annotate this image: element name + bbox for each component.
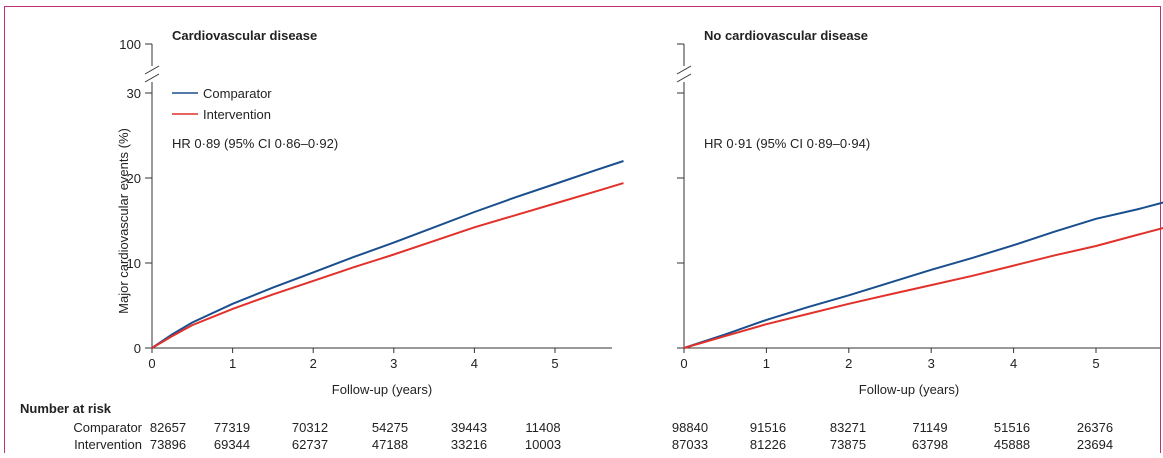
- risk-value: 69344: [214, 437, 250, 452]
- panel-no-cardiovascular-disease: No cardiovascular disease Follow-up (yea…: [677, 28, 1163, 397]
- risk-value: 83271: [830, 420, 866, 435]
- risk-value: 39443: [451, 420, 487, 435]
- x-tick-label: 1: [763, 356, 770, 371]
- risk-value: 98840: [672, 420, 708, 435]
- y-tick-label: 0: [134, 341, 141, 356]
- risk-value: 63798: [912, 437, 948, 452]
- axis-break-mark: [677, 74, 691, 82]
- axis-break-mark: [677, 66, 691, 74]
- y-tick-label-100: 100: [119, 37, 141, 52]
- risk-value: 33216: [451, 437, 487, 452]
- x-tick-label: 1: [229, 356, 236, 371]
- y-axis-label: Major cardiovascular events (%): [116, 128, 131, 314]
- risk-value: 73896: [150, 437, 186, 452]
- x-tick-label: 0: [148, 356, 155, 371]
- x-tick-label: 4: [1010, 356, 1017, 371]
- x-tick-label: 5: [1092, 356, 1099, 371]
- risk-value: 54275: [372, 420, 408, 435]
- risk-value: 51516: [994, 420, 1030, 435]
- series-line-comparator: [152, 161, 624, 348]
- hazard-ratio-annotation: HR 0·89 (95% CI 0·86–0·92): [172, 136, 338, 151]
- risk-value: 87033: [672, 437, 708, 452]
- x-tick-label: 3: [928, 356, 935, 371]
- risk-row-label: Comparator: [73, 420, 142, 435]
- risk-value: 71149: [912, 420, 947, 435]
- risk-value: 47188: [372, 437, 408, 452]
- legend-label-comparator: Comparator: [203, 86, 272, 101]
- risk-value: 10003: [525, 437, 561, 452]
- hazard-ratio-annotation: HR 0·91 (95% CI 0·89–0·94): [704, 136, 870, 151]
- axis-break-mark: [145, 66, 159, 74]
- axis-break-mark: [145, 74, 159, 82]
- y-tick-label: 20: [127, 171, 141, 186]
- risk-table-header: Number at risk: [20, 401, 112, 416]
- series-line-intervention: [152, 183, 624, 348]
- risk-value: 70312: [292, 420, 328, 435]
- risk-value: 77319: [214, 420, 250, 435]
- risk-value: 73875: [830, 437, 866, 452]
- x-tick-label: 3: [390, 356, 397, 371]
- x-tick-label: 2: [845, 356, 852, 371]
- y-tick-label: 30: [127, 86, 141, 101]
- x-tick-label: 4: [471, 356, 478, 371]
- panel-cardiovascular-disease: Cardiovascular disease 100 Major cardiov…: [116, 28, 624, 397]
- panel-title: No cardiovascular disease: [704, 28, 868, 43]
- risk-value: 81226: [750, 437, 786, 452]
- risk-value: 23694: [1077, 437, 1113, 452]
- series-line-comparator: [684, 202, 1163, 348]
- risk-value: 26376: [1077, 420, 1113, 435]
- risk-value: 45888: [994, 437, 1030, 452]
- y-tick-label: 10: [127, 256, 141, 271]
- x-tick-label: 5: [551, 356, 558, 371]
- risk-value: 11408: [525, 420, 560, 435]
- panel-title: Cardiovascular disease: [172, 28, 317, 43]
- risk-value: 82657: [150, 420, 186, 435]
- x-axis-label: Follow-up (years): [859, 382, 959, 397]
- risk-value: 62737: [292, 437, 328, 452]
- legend-label-intervention: Intervention: [203, 107, 271, 122]
- x-tick-label: 2: [310, 356, 317, 371]
- x-axis-label: Follow-up (years): [332, 382, 432, 397]
- series-line-intervention: [684, 227, 1163, 348]
- x-tick-label: 0: [680, 356, 687, 371]
- number-at-risk-table: Number at risk Comparator Intervention 8…: [20, 401, 1113, 452]
- risk-value: 91516: [750, 420, 786, 435]
- risk-row-label: Intervention: [74, 437, 142, 452]
